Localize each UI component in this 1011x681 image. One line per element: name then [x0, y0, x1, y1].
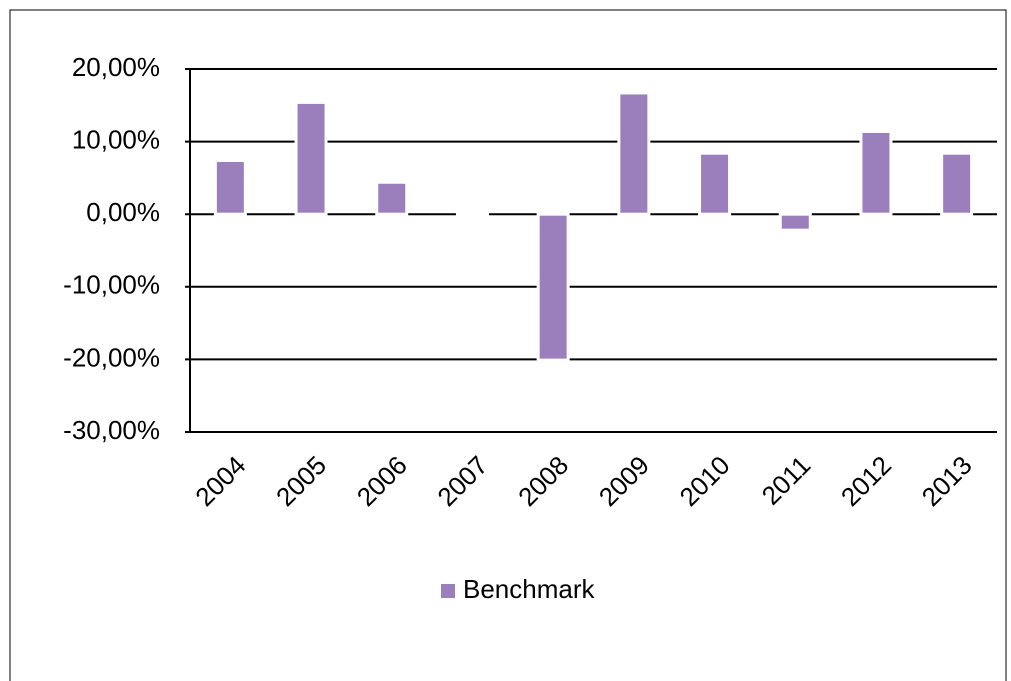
x-tick-label: 2004: [189, 450, 251, 512]
x-tick-label: 2005: [270, 450, 332, 512]
x-tick-label: 2011: [756, 450, 817, 511]
x-tick-label: 2013: [916, 450, 978, 512]
bar: [617, 91, 651, 216]
x-tick-label: 2012: [835, 450, 897, 512]
y-tick-label: -20,00%: [63, 342, 160, 372]
x-tick-label: 2010: [674, 450, 736, 512]
bar: [213, 158, 247, 216]
legend-swatch: [441, 584, 455, 598]
bar: [859, 129, 893, 216]
legend-label: Benchmark: [463, 574, 595, 604]
bar: [455, 209, 489, 216]
x-tick-label: 2009: [593, 450, 655, 512]
y-tick-label: 10,00%: [72, 124, 160, 154]
x-tick-label: 2007: [431, 450, 493, 512]
y-tick-label: -30,00%: [63, 415, 160, 445]
y-tick-label: -10,00%: [63, 270, 160, 300]
bar: [698, 151, 732, 216]
bar: [940, 151, 974, 216]
y-tick-label: 20,00%: [72, 52, 160, 82]
x-tick-label: 2006: [351, 450, 413, 512]
bar: [375, 180, 409, 216]
x-tick-label: 2008: [512, 450, 574, 512]
chart-border: [9, 9, 1007, 681]
bar: [778, 212, 812, 232]
y-tick-label: 0,00%: [86, 197, 160, 227]
bar: [536, 212, 570, 362]
bar: [294, 100, 328, 216]
